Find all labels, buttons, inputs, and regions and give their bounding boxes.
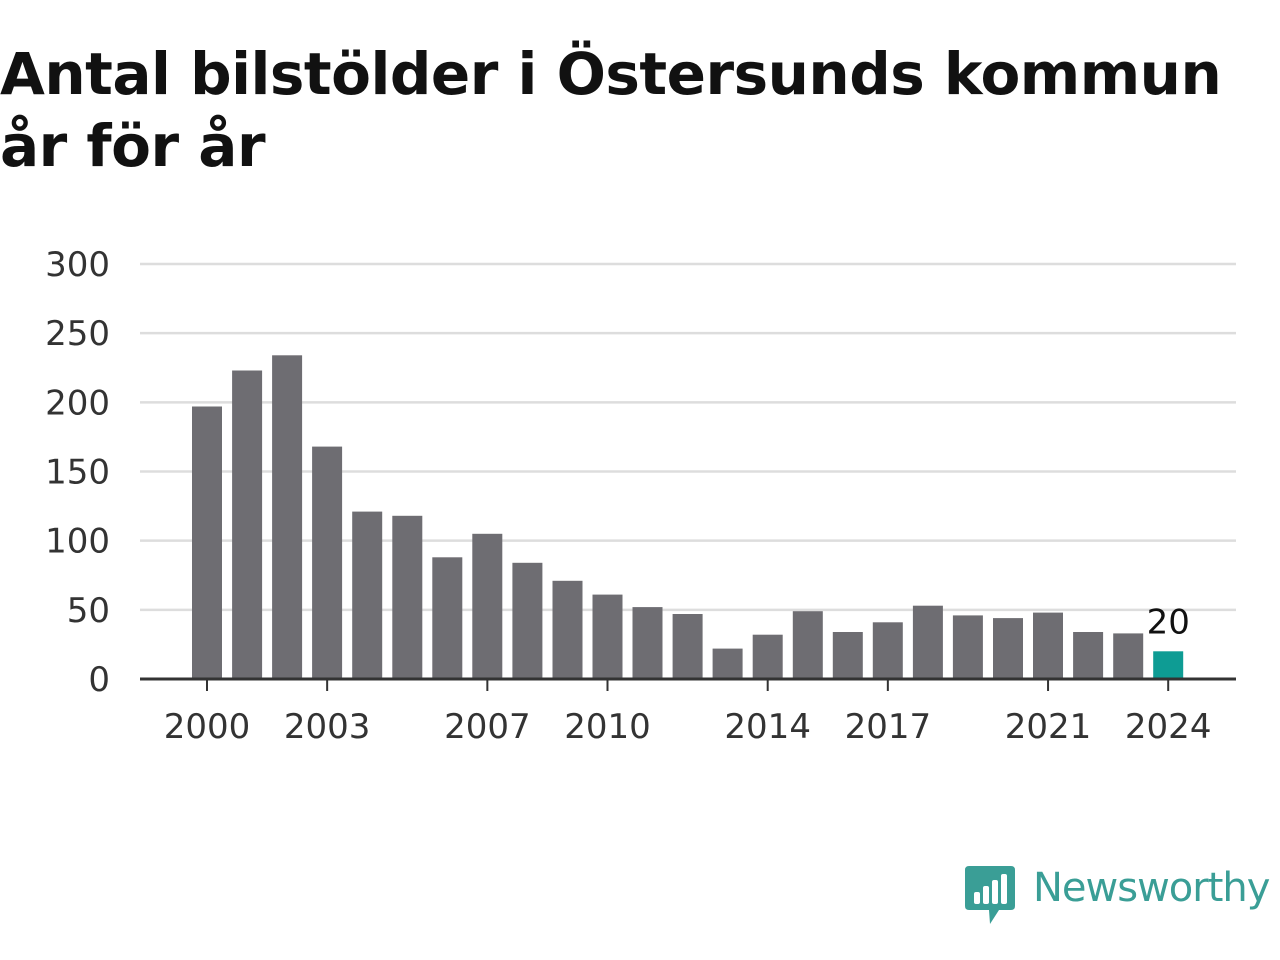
bar-2013 bbox=[712, 648, 743, 679]
y-tick-labels: 0 50 100 150 200 250 300 bbox=[45, 245, 110, 700]
bar-2016 bbox=[832, 632, 863, 679]
x-tick-label: 2000 bbox=[164, 707, 251, 747]
brand: Newsworthy bbox=[965, 865, 1270, 926]
x-tick-label: 2024 bbox=[1125, 707, 1212, 747]
y-tick-label: 0 bbox=[88, 660, 110, 700]
brand-name: Newsworthy bbox=[1033, 865, 1270, 911]
bar-2019 bbox=[952, 615, 983, 679]
data-labels: 20 bbox=[1147, 602, 1190, 642]
logo-bar-1 bbox=[974, 892, 980, 904]
bar-2009 bbox=[552, 580, 583, 679]
y-tick-label: 250 bbox=[45, 314, 110, 354]
bar-2012 bbox=[672, 614, 703, 679]
logo-shape bbox=[965, 866, 1015, 924]
logo-bar-3 bbox=[992, 880, 998, 904]
logo-bar-4 bbox=[1001, 874, 1007, 904]
bar-2014 bbox=[752, 634, 783, 679]
bar-2018 bbox=[912, 605, 943, 679]
bar-2010 bbox=[592, 594, 623, 679]
x-tick-label: 2021 bbox=[1005, 707, 1092, 747]
y-tick-label: 200 bbox=[45, 383, 110, 423]
bars bbox=[192, 355, 1184, 680]
bar-2017 bbox=[872, 622, 903, 679]
x-tick-labels: 2000 2003 2007 2010 2014 2017 2021 2024 bbox=[164, 707, 1212, 747]
bar-2011 bbox=[632, 607, 663, 679]
bar-2005 bbox=[392, 515, 423, 679]
bar-2007 bbox=[472, 533, 503, 680]
bar-2003 bbox=[312, 446, 343, 679]
x-tick-label: 2014 bbox=[724, 707, 811, 747]
bar-2022 bbox=[1073, 632, 1104, 679]
y-tick-label: 300 bbox=[45, 245, 110, 285]
y-tick-label: 50 bbox=[67, 591, 110, 631]
gridlines bbox=[140, 262, 1236, 612]
bar-2020 bbox=[993, 618, 1023, 679]
data-label-2024: 20 bbox=[1147, 602, 1190, 642]
bar-2004 bbox=[352, 511, 383, 679]
bar-2002 bbox=[272, 355, 303, 679]
chart-title: Antal bilstölder i Östersunds kommun år … bbox=[0, 40, 1222, 180]
x-tick-label: 2010 bbox=[564, 707, 651, 747]
x-tick-label: 2017 bbox=[845, 707, 932, 747]
bar-2021 bbox=[1033, 612, 1063, 679]
bar-2001 bbox=[232, 370, 263, 679]
y-tick-label: 150 bbox=[45, 453, 110, 493]
y-tick-label: 100 bbox=[45, 522, 110, 562]
x-tick-label: 2007 bbox=[444, 707, 531, 747]
bar-2006 bbox=[432, 557, 463, 679]
newsworthy-logo-icon bbox=[965, 866, 1015, 924]
x-axis bbox=[140, 677, 1236, 691]
bar-2000 bbox=[192, 406, 222, 679]
bar-2015 bbox=[792, 611, 823, 679]
bar-2023 bbox=[1113, 633, 1144, 679]
bar-2008 bbox=[512, 562, 543, 679]
x-tick-label: 2003 bbox=[284, 707, 371, 747]
bar-2024 bbox=[1153, 651, 1184, 679]
logo-bar-2 bbox=[983, 886, 989, 904]
